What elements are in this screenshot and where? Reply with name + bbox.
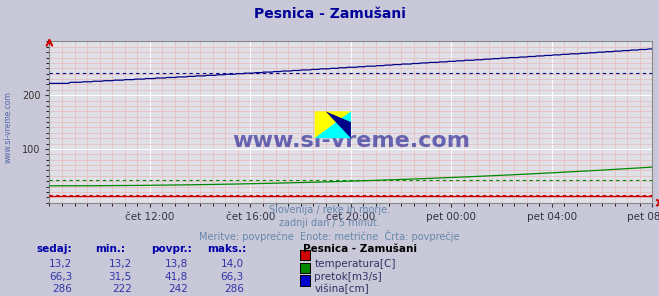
Text: min.:: min.: [96,244,126,254]
Text: 242: 242 [168,284,188,294]
Text: 286: 286 [224,284,244,294]
Text: temperatura[C]: temperatura[C] [314,259,396,269]
Text: Slovenija / reke in morje.: Slovenija / reke in morje. [269,205,390,215]
Text: 13,2: 13,2 [49,259,72,269]
Text: Pesnica - Zamušani: Pesnica - Zamušani [254,7,405,21]
Text: maks.:: maks.: [208,244,247,254]
Text: 66,3: 66,3 [49,272,72,282]
Text: Pesnica - Zamušani: Pesnica - Zamušani [303,244,417,254]
Text: 66,3: 66,3 [221,272,244,282]
Text: sedaj:: sedaj: [36,244,72,254]
Text: 14,0: 14,0 [221,259,244,269]
Text: pretok[m3/s]: pretok[m3/s] [314,272,382,282]
Text: 222: 222 [112,284,132,294]
Text: 13,8: 13,8 [165,259,188,269]
Text: 286: 286 [53,284,72,294]
Text: www.si-vreme.com: www.si-vreme.com [232,131,470,152]
Text: povpr.:: povpr.: [152,244,192,254]
Polygon shape [315,111,351,138]
Text: Meritve: povprečne  Enote: metrične  Črta: povprečje: Meritve: povprečne Enote: metrične Črta:… [199,230,460,242]
Text: višina[cm]: višina[cm] [314,284,369,295]
Text: 31,5: 31,5 [109,272,132,282]
Text: 41,8: 41,8 [165,272,188,282]
Text: zadnji dan / 5 minut.: zadnji dan / 5 minut. [279,218,380,228]
Text: 13,2: 13,2 [109,259,132,269]
Text: www.si-vreme.com: www.si-vreme.com [3,91,13,163]
Polygon shape [326,111,351,138]
Polygon shape [315,111,351,138]
